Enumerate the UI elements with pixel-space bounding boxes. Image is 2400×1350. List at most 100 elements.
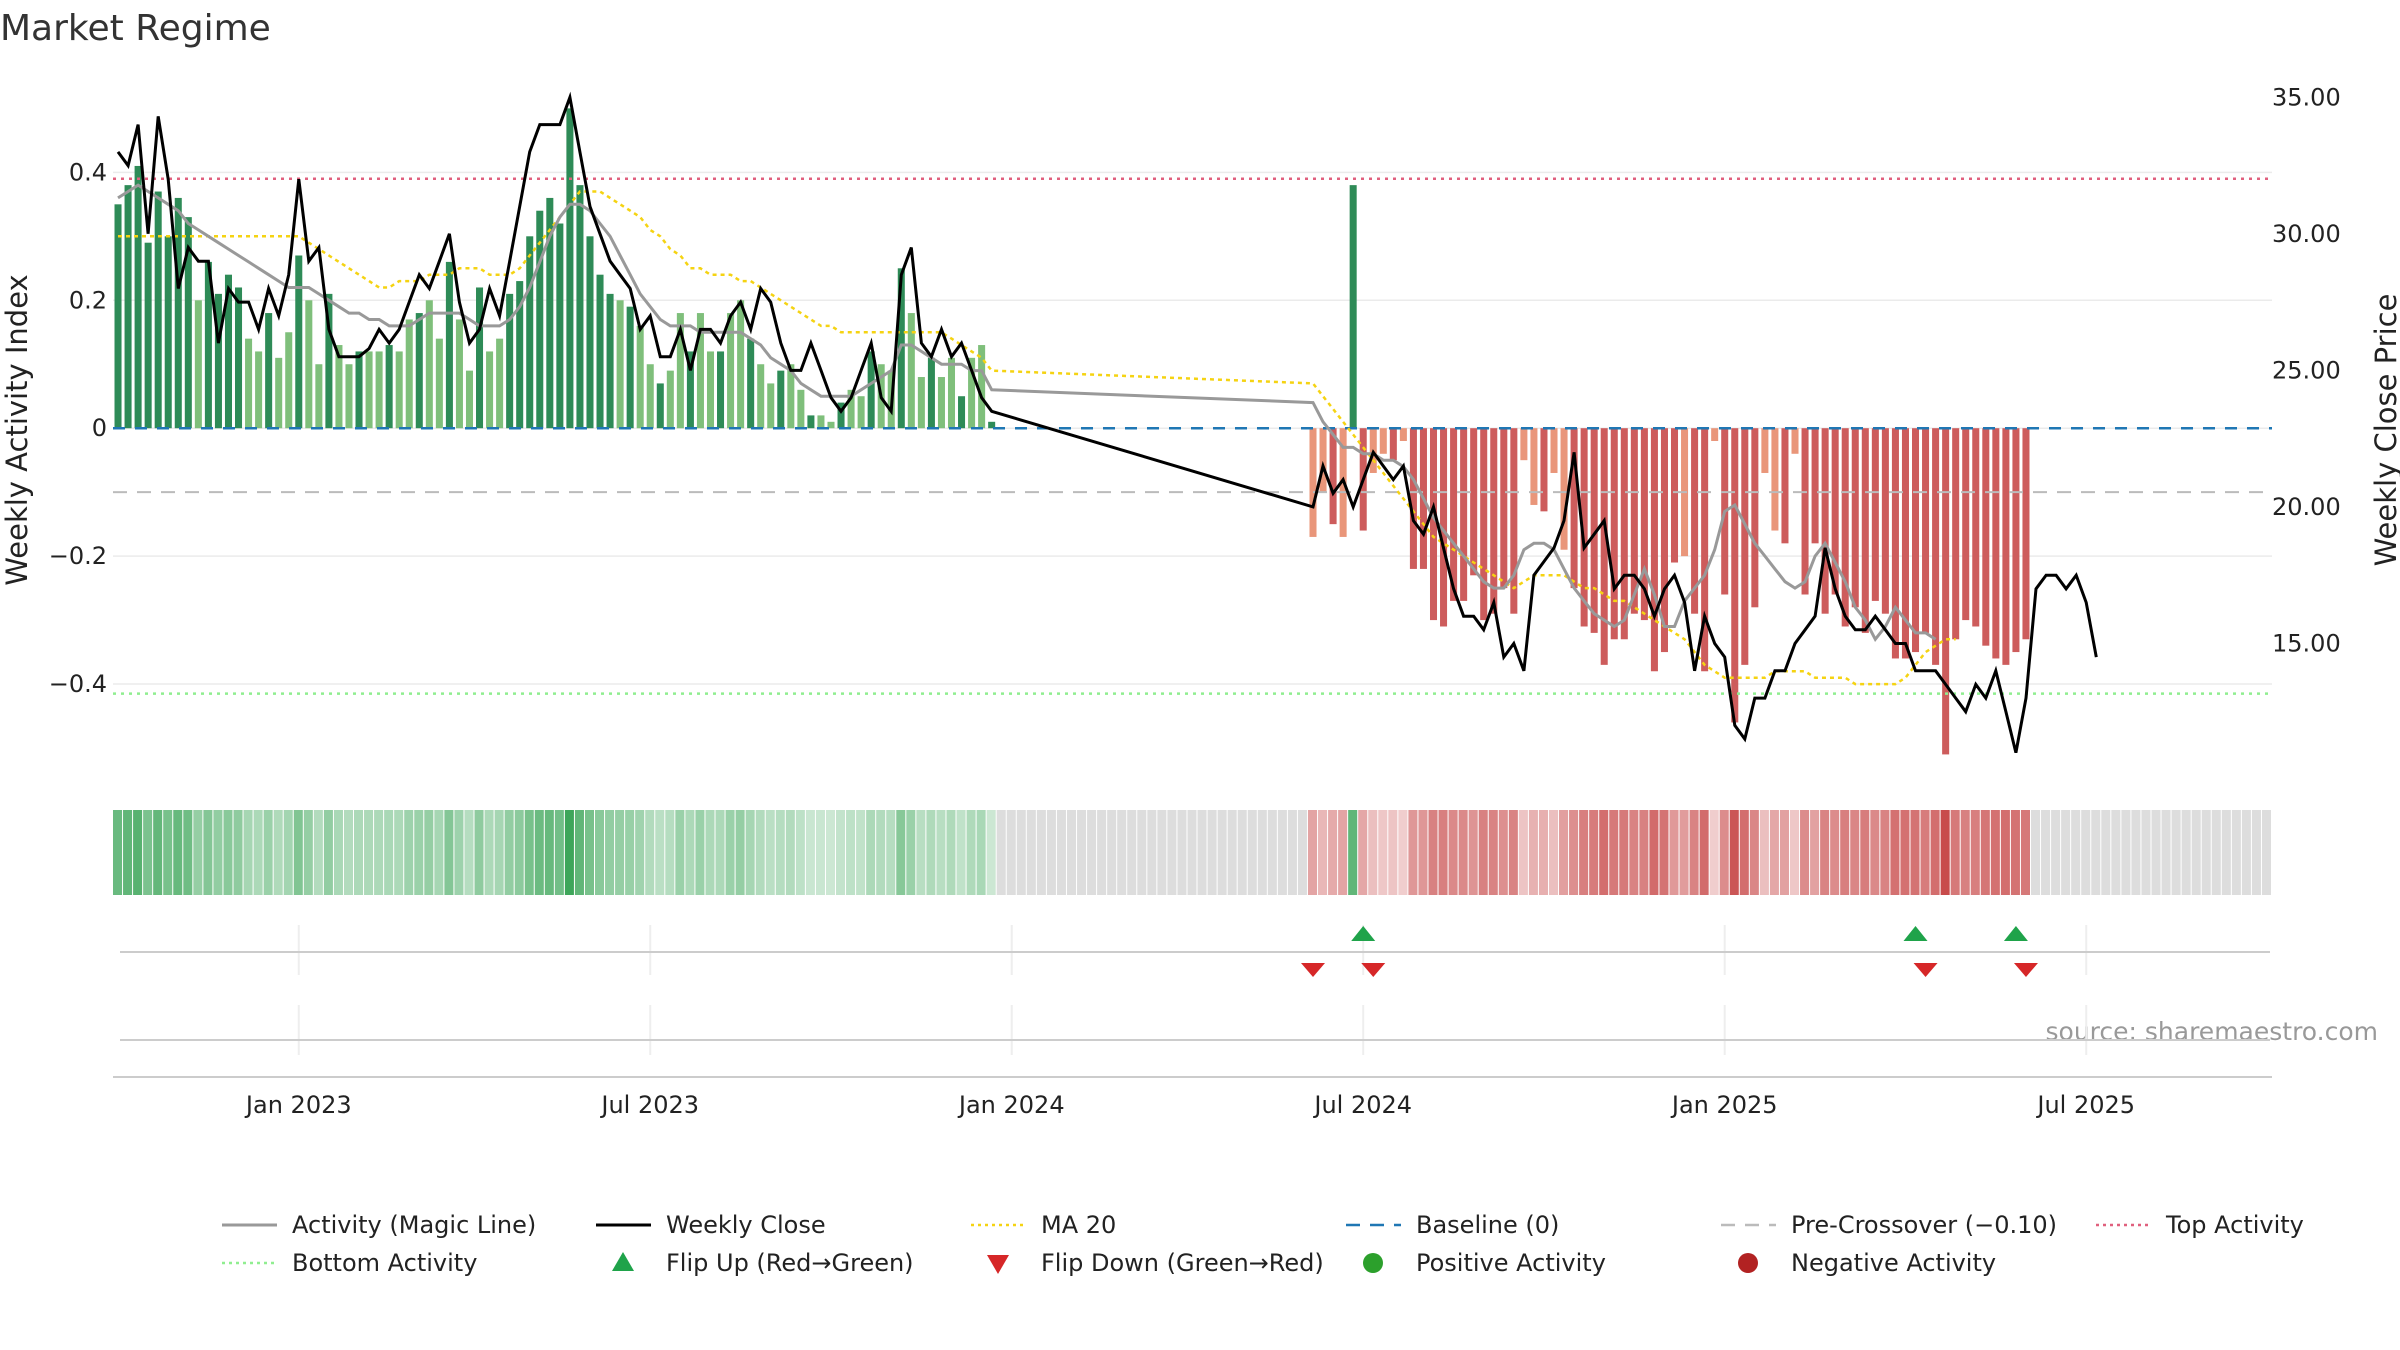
- activity-bar: [214, 293, 222, 429]
- activity-bar: [696, 313, 704, 429]
- regime-cell: [153, 810, 163, 895]
- activity-bar: [586, 236, 594, 429]
- activity-bar: [1480, 428, 1488, 621]
- regime-cell: [1197, 810, 1207, 895]
- regime-cell: [1538, 810, 1548, 895]
- legend-item: Positive Activity: [1363, 1249, 1606, 1277]
- regime-cell: [1307, 810, 1318, 895]
- legend-label: Top Activity: [2165, 1211, 2304, 1239]
- regime-cell: [1759, 810, 1769, 895]
- activity-bar: [1821, 428, 1829, 614]
- activity-bar: [727, 313, 735, 429]
- regime-cell: [1287, 810, 1297, 895]
- regime-cell: [1950, 810, 1960, 895]
- activity-bar: [315, 364, 323, 429]
- activity-bar: [1841, 428, 1849, 627]
- regime-cell: [1318, 810, 1328, 895]
- activity-bar: [405, 319, 413, 429]
- regime-cell: [1237, 810, 1247, 895]
- activity-bar: [1992, 428, 2000, 659]
- regime-cell: [1870, 810, 1880, 895]
- activity-bar: [827, 421, 835, 429]
- legend-swatch: [1363, 1253, 1383, 1273]
- regime-cell: [1107, 810, 1117, 895]
- legend-swatch: [987, 1255, 1009, 1274]
- activity-bar: [787, 364, 795, 429]
- regime-cell: [2151, 810, 2161, 895]
- regime-cell: [2101, 810, 2111, 895]
- regime-cell: [1167, 810, 1177, 895]
- activity-bar: [686, 351, 694, 429]
- regime-cell: [1910, 810, 1920, 895]
- y2-tick-label: 15.00: [2272, 629, 2341, 657]
- regime-cell: [775, 810, 785, 895]
- activity-bar: [1922, 428, 1930, 633]
- x-tick-label: Jan 2023: [244, 1091, 352, 1119]
- activity-bar: [676, 313, 684, 429]
- activity-bar: [1620, 428, 1628, 640]
- y2-tick-label: 30.00: [2272, 220, 2341, 248]
- activity-bar: [526, 236, 534, 429]
- regime-cell: [625, 810, 635, 895]
- axes-layer: 0.4 0.2 0 −0.2 −0.4 35.00 30.00 25.00 20.00 15.00…: [49, 83, 2341, 1119]
- regime-cell: [815, 810, 825, 895]
- regime-cell: [916, 810, 926, 895]
- regime-cell: [2020, 810, 2030, 895]
- activity-bar: [184, 217, 192, 429]
- activity-bar: [1831, 428, 1839, 595]
- activity-bar: [2022, 428, 2030, 640]
- regime-cell: [384, 810, 394, 895]
- regime-cell: [1920, 810, 1930, 895]
- flip-up-marker: [2003, 926, 2028, 941]
- activity-bar: [1389, 428, 1397, 461]
- regime-cell: [364, 810, 374, 895]
- regime-cell: [1940, 810, 1950, 895]
- activity-bar: [345, 364, 353, 429]
- regime-cell: [1749, 810, 1759, 895]
- regime-cell: [1860, 810, 1870, 895]
- regime-cell: [1418, 810, 1428, 895]
- regime-cell: [1438, 810, 1448, 895]
- activity-bar: [847, 389, 855, 429]
- flip-up-marker: [1351, 926, 1376, 941]
- regime-cell: [213, 810, 223, 895]
- activity-bar: [1590, 428, 1598, 633]
- regime-cell: [926, 810, 936, 895]
- regime-cell: [886, 810, 896, 895]
- activity-bar: [767, 383, 775, 429]
- activity-bar: [506, 293, 514, 429]
- activity-bars: [114, 108, 2030, 755]
- regime-cell: [1800, 810, 1810, 895]
- regime-cell: [906, 810, 916, 895]
- activity-bar: [1801, 428, 1809, 595]
- activity-bar: [927, 357, 935, 429]
- activity-bar: [706, 351, 715, 429]
- regime-cell: [645, 810, 655, 895]
- activity-bar: [546, 197, 554, 429]
- regime-cell: [2221, 810, 2231, 895]
- flip-down-marker: [1913, 963, 1938, 977]
- series-lines: [116, 91, 2098, 754]
- regime-cell: [1378, 810, 1388, 895]
- y-tick-label: 0: [92, 414, 107, 442]
- regime-cell: [1548, 810, 1559, 895]
- ma20-line: [118, 190, 1956, 686]
- regime-cell: [1569, 810, 1579, 895]
- regime-cell: [1428, 810, 1438, 895]
- regime-cell: [1046, 810, 1056, 895]
- activity-bar: [1932, 428, 1940, 665]
- regime-cell: [1739, 810, 1749, 895]
- activity-bar: [1530, 428, 1538, 505]
- regime-cell: [1127, 810, 1137, 895]
- regime-cell: [876, 810, 886, 895]
- activity-bar: [1962, 428, 1970, 621]
- activity-bar: [204, 261, 212, 429]
- regime-cell: [2121, 810, 2131, 895]
- regime-cell: [2141, 810, 2151, 895]
- activity-bar: [1851, 428, 1859, 608]
- regime-cell: [2191, 810, 2201, 895]
- regime-cell: [1820, 810, 1830, 895]
- activity-bar: [917, 377, 925, 429]
- regime-cell: [1649, 810, 1659, 895]
